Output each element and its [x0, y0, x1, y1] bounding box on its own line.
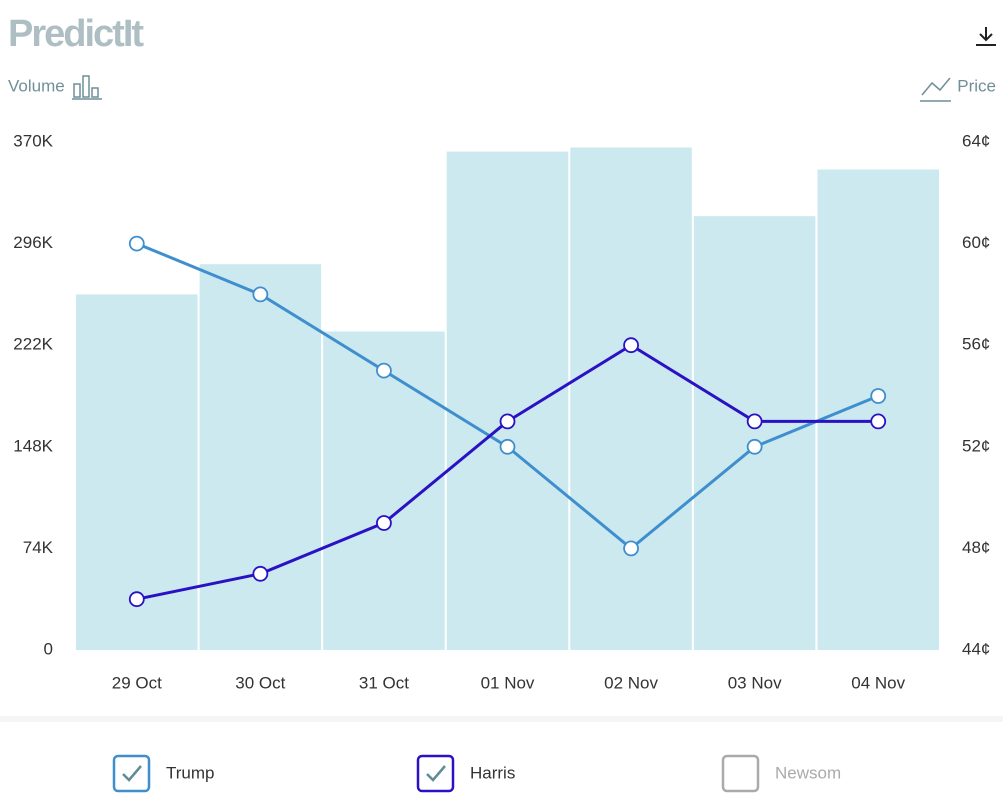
y-tick-label: 74K [23, 538, 54, 557]
bar [570, 147, 692, 651]
x-tick-label: 03 Nov [728, 673, 782, 692]
x-tick-label: 31 Oct [359, 673, 409, 692]
legend-check [122, 765, 142, 782]
legend-checkbox[interactable] [416, 754, 455, 793]
point [623, 540, 639, 557]
y2-axis-label: Price [957, 76, 996, 95]
x-tick-label: 01 Nov [481, 673, 535, 692]
y-tick-label: 370K [13, 131, 53, 150]
x-tick-label: 30 Oct [235, 673, 285, 692]
y2-tick-label: 52¢ [962, 436, 990, 455]
y2-tick-label: 64¢ [962, 131, 990, 150]
x-tick-label: 02 Nov [604, 673, 658, 692]
point [128, 591, 145, 608]
bar [693, 216, 816, 650]
y-axis-label: Volume [8, 76, 65, 95]
x-tick-label: 04 Nov [851, 673, 905, 692]
y2-tick-label: 60¢ [962, 233, 990, 252]
point [870, 388, 887, 404]
divider [0, 716, 1003, 722]
point [746, 413, 763, 430]
point [376, 362, 392, 379]
point [746, 438, 763, 455]
y-tick-label: 148K [13, 436, 53, 455]
legend-label[interactable]: Harris [470, 763, 515, 782]
bar [199, 264, 322, 650]
y-tick-label: 222K [13, 335, 53, 354]
point [499, 438, 516, 455]
logo: PredictIt [8, 13, 144, 55]
legend-label[interactable]: Newsom [775, 763, 841, 782]
point [623, 337, 639, 354]
volume-icon [72, 75, 102, 100]
y-tick-label: 0 [44, 639, 53, 658]
y2-tick-label: 48¢ [962, 538, 990, 557]
legend-checkbox[interactable] [112, 754, 151, 793]
point [376, 515, 392, 531]
y-tick-label: 296K [13, 233, 53, 252]
point [128, 235, 145, 252]
point [870, 413, 887, 430]
price-icon [920, 77, 951, 102]
bar [323, 331, 445, 650]
bar [817, 169, 939, 650]
point [499, 413, 516, 430]
y2-tick-label: 44¢ [962, 639, 990, 658]
legend-checkbox[interactable] [721, 754, 760, 793]
bar [446, 151, 569, 650]
point [252, 565, 269, 582]
legend-label[interactable]: Trump [166, 763, 215, 782]
legend-check [426, 765, 446, 782]
point [252, 286, 269, 303]
download-icon[interactable] [976, 27, 996, 46]
y2-tick-label: 56¢ [962, 335, 990, 354]
x-tick-label: 29 Oct [112, 673, 162, 692]
